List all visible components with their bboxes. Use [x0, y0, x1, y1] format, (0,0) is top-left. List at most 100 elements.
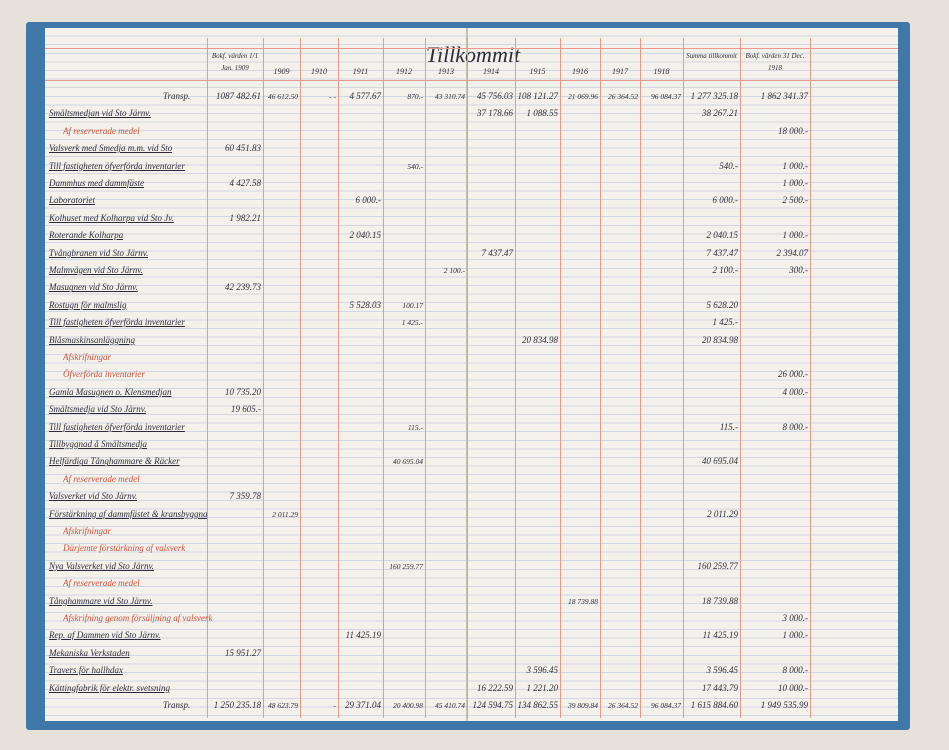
- amount: 2 394.07: [776, 247, 809, 258]
- rule: [640, 38, 641, 718]
- row-label: Afskrifningar: [63, 352, 112, 362]
- column-header: Summa tillkommit: [686, 52, 737, 60]
- amount: 4 000.-: [782, 386, 809, 397]
- amount: 18 739.88: [702, 595, 738, 606]
- amount: 1 425.-: [401, 318, 423, 328]
- rule: [45, 80, 898, 81]
- rule: [425, 38, 426, 718]
- row-label: Rostugn för malmslig: [49, 299, 127, 310]
- amount: 43 310.74: [435, 92, 465, 101]
- column-header: 1911: [352, 67, 369, 76]
- amount: 100.17: [402, 300, 423, 310]
- amount: 1 982.21: [229, 212, 262, 223]
- amount: 11 425.19: [345, 630, 381, 641]
- amount: 39 809.84: [568, 701, 598, 710]
- row-label: Därjemte förstärkning af valsverk: [63, 543, 186, 554]
- row-label: Kättingfabrik för elektr. svetsning: [49, 682, 170, 693]
- amount: 20 834.98: [702, 334, 738, 345]
- row-label: Afskrifning genom försäljning af valsver…: [63, 613, 213, 623]
- row-label: Förstärkning af dammfästet & kransbyggna…: [49, 508, 207, 519]
- column-header: 1918: [653, 67, 670, 76]
- row-label: Till fastigheten öfverförda inventarier: [49, 160, 185, 171]
- column-header: 1916: [572, 67, 588, 76]
- amount: 1 000.-: [782, 230, 809, 241]
- row-label: Dammhus med dammfäste: [49, 178, 144, 188]
- row-label: Smältsmedja vid Sto Järnv.: [49, 404, 147, 415]
- amount: 6 000.-: [712, 195, 739, 206]
- column-header: 1914: [483, 67, 499, 76]
- amount: 21 069.96: [568, 92, 598, 101]
- amount: -: [333, 701, 337, 710]
- amount: 2 500.-: [782, 195, 809, 206]
- rule: [45, 48, 898, 49]
- amount: 1 862 341.37: [760, 91, 808, 101]
- amount: 4 427.58: [229, 178, 262, 188]
- amount: 1087 482.61: [216, 91, 261, 101]
- amount: 8 000.-: [782, 421, 809, 432]
- column-header: Bokf. värden 1/1 Jan. 1909: [211, 52, 259, 72]
- row-label: Tvångbranen vid Sto Järnv.: [49, 247, 149, 258]
- row-label: Travers för hallhdax: [49, 665, 124, 676]
- amount: 1 000.-: [782, 630, 809, 641]
- column-header: 1910: [311, 67, 327, 76]
- amount: 5 528.03: [349, 299, 382, 310]
- row-label: Roterande Kolharpa: [49, 230, 124, 241]
- row-label: Smältsmedjan vid Sto Järnv.: [49, 108, 151, 119]
- amount: 45 756.03: [477, 91, 513, 101]
- amount: 26 000.-: [778, 369, 808, 380]
- amount: 160 259.77: [389, 561, 423, 571]
- amount: 1 000.-: [782, 160, 809, 171]
- amount: 108 121.27: [517, 91, 559, 101]
- amount: 1 250 235.18: [213, 700, 261, 710]
- amount: 7 437.47: [481, 247, 514, 258]
- amount: 2 040.15: [706, 230, 739, 241]
- row-label: Nya Valsverket vid Sto Järnv.: [49, 560, 155, 571]
- column-header: 1915: [529, 67, 546, 76]
- row-label: Kolhuset med Kolharpa vid Sto Jv.: [49, 212, 174, 223]
- row-label: Masugnen vid Sto Järnv.: [49, 282, 138, 293]
- amount: 46 612.50: [268, 92, 298, 101]
- amount: 160 259.77: [697, 560, 739, 571]
- amount: 26 364.52: [608, 92, 638, 101]
- amount: 15 951.27: [225, 647, 261, 658]
- column-header: 1917: [612, 67, 628, 76]
- rule: [263, 38, 264, 718]
- row-label: Transp.: [163, 700, 191, 710]
- rule: [467, 38, 468, 718]
- amount: 37 178.66: [477, 108, 513, 119]
- rule: [740, 38, 741, 718]
- row-label: Af reserverade medel: [63, 473, 140, 484]
- column-header: 1913: [438, 67, 454, 76]
- row-label: Valsverket vid Sto Järnv.: [49, 491, 138, 502]
- amount: 20 400.98: [393, 701, 423, 710]
- amount: 124 594.75: [472, 700, 514, 710]
- row-label: Gamla Masugnen o. Klensmedjan: [49, 386, 172, 397]
- rule: [683, 38, 684, 718]
- amount: 1 277 325.18: [690, 91, 738, 101]
- amount: 300.-: [789, 265, 808, 275]
- amount: 19 605.-: [231, 404, 261, 415]
- amount: 16 222.59: [477, 682, 513, 693]
- row-label: Transp.: [163, 91, 191, 101]
- row-label: Till fastigheten öfverförda inventarier: [49, 421, 185, 432]
- amount: 17 443.79: [702, 682, 738, 693]
- rule: [515, 38, 516, 718]
- row-label: Valsverk med Smedja m.m. vid Sto: [49, 143, 173, 154]
- amount: 60 451.83: [225, 143, 261, 154]
- amount: 134 862.55: [517, 700, 559, 710]
- rule: [383, 38, 384, 718]
- amount: 40 695.04: [702, 456, 738, 467]
- rule: [207, 38, 208, 718]
- column-header: 1909: [273, 67, 290, 76]
- amount: 29 371.04: [345, 700, 381, 710]
- amount: 540.-: [407, 161, 423, 171]
- amount: 48 623.79: [268, 701, 298, 710]
- amount: 4 577.67: [349, 91, 382, 101]
- amount: 7 359.78: [229, 491, 262, 502]
- amount: 1 000.-: [782, 178, 809, 188]
- row-label: Malmvägen vid Sto Järnv.: [49, 265, 143, 275]
- amount: 96 084.37: [651, 701, 681, 710]
- amount: 7 437.47: [706, 247, 739, 258]
- amount: 38 267.21: [702, 108, 738, 119]
